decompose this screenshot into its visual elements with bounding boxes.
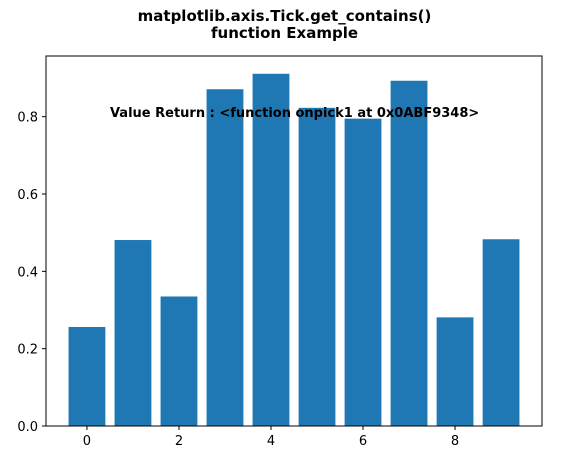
chart-title-line-1: matplotlib.axis.Tick.get_contains(): [137, 7, 432, 25]
y-tick-label: 0.2: [17, 343, 38, 358]
y-tick-label: 0.6: [17, 188, 38, 203]
x-tick-label: 6: [359, 434, 367, 449]
y-axis-ticks: 0.0 0.2 0.4 0.6 0.8: [17, 111, 46, 435]
bars-group: [68, 73, 520, 427]
y-tick-label: 0.4: [17, 265, 38, 280]
y-tick-label: 0.8: [17, 111, 38, 126]
x-axis-ticks: 0 2 4 6 8: [83, 426, 459, 449]
bar-6: [344, 118, 382, 426]
bar-7: [390, 80, 428, 427]
bar-5: [298, 107, 336, 426]
chart-title-line-2: function Example: [210, 24, 359, 42]
x-tick-label: 8: [451, 434, 459, 449]
bar-1: [114, 240, 152, 426]
value-return-annotation: Value Return : <function onpick1 at 0x0A…: [110, 106, 479, 121]
x-tick-label: 0: [83, 434, 91, 449]
bar-4: [252, 73, 290, 426]
x-tick-label: 4: [267, 434, 275, 449]
bar-0: [68, 327, 106, 426]
bar-9: [482, 239, 520, 426]
bar-2: [160, 296, 198, 426]
x-tick-label: 2: [175, 434, 183, 449]
y-tick-label: 0.0: [17, 420, 38, 435]
bar-3: [206, 89, 244, 426]
bar-8: [436, 317, 474, 426]
axes-frame: [45, 55, 543, 427]
